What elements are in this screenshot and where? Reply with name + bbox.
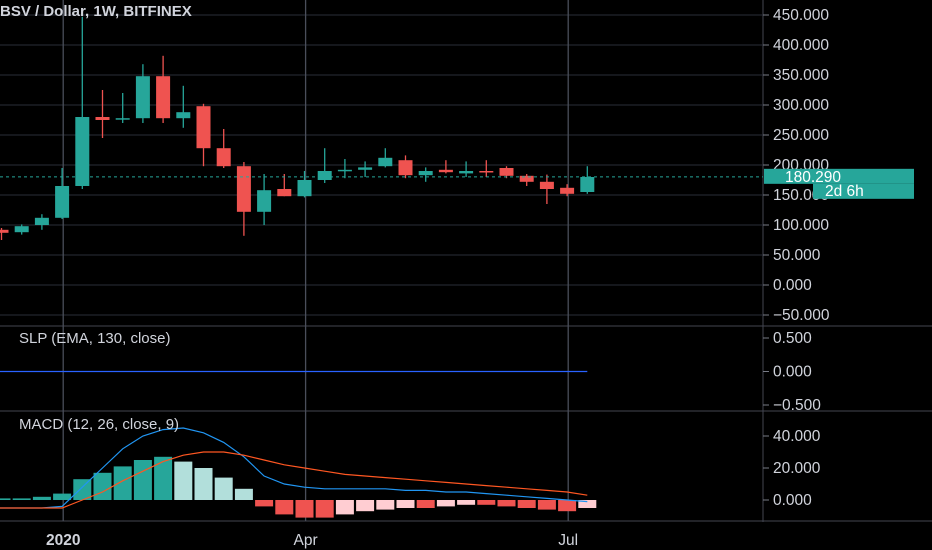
signal-line bbox=[0, 451, 588, 509]
candle-body bbox=[257, 190, 272, 212]
macd-histogram-bar bbox=[154, 456, 173, 500]
candle-body bbox=[438, 169, 453, 173]
time-tick-label: 2020 bbox=[46, 532, 80, 549]
candle-body bbox=[378, 157, 393, 167]
candle-body bbox=[135, 76, 150, 119]
macd-histogram-bar bbox=[0, 498, 11, 500]
macd-histogram-bar bbox=[335, 500, 354, 515]
macd-histogram-bar bbox=[497, 500, 516, 507]
candle-body bbox=[55, 186, 70, 218]
last-price-tag-bg bbox=[764, 168, 914, 184]
time-tick-label: Jul bbox=[558, 532, 578, 549]
price-candles bbox=[0, 16, 763, 240]
last-price-value: 180.290 bbox=[785, 169, 841, 186]
macd-histogram-bar bbox=[558, 500, 577, 512]
candle-body bbox=[580, 177, 595, 192]
chart-title: BSV / Dollar, 1W, BITFINEX bbox=[0, 3, 192, 20]
macd-histogram-bar bbox=[234, 488, 253, 500]
candle-body bbox=[459, 171, 474, 174]
candle-body bbox=[156, 76, 171, 119]
candle-body bbox=[0, 229, 9, 233]
candle-body bbox=[34, 217, 49, 225]
candle-body bbox=[236, 166, 251, 212]
macd-tick-label: 20.000 bbox=[773, 460, 821, 477]
macd-histogram-bar bbox=[436, 500, 455, 507]
macd-histogram-bar bbox=[396, 500, 415, 508]
macd-histogram-bar bbox=[416, 500, 435, 508]
macd-histogram-bar bbox=[295, 500, 314, 518]
macd-histogram-bar bbox=[315, 500, 334, 518]
candle-body bbox=[277, 189, 292, 197]
candle-body bbox=[479, 171, 494, 173]
macd-histogram-bar bbox=[376, 500, 395, 510]
candle-body bbox=[196, 106, 211, 149]
candle-body bbox=[317, 171, 332, 180]
macd-pane: 40.000 20.000 0.000 bbox=[0, 427, 821, 518]
price-axis: 450.000400.000350.000300.000250.000200.0… bbox=[763, 7, 830, 324]
macd-histogram-bar bbox=[73, 479, 92, 500]
macd-histogram-bar bbox=[53, 493, 72, 500]
slp-pane: 0.500 0.000 −0.500 bbox=[0, 330, 821, 414]
price-tick-label: 0.000 bbox=[773, 277, 812, 294]
macd-histogram-bar bbox=[214, 477, 233, 500]
candle-body bbox=[418, 171, 433, 176]
candle-body bbox=[176, 112, 191, 119]
price-tick-label: 100.000 bbox=[773, 217, 829, 234]
macd-line bbox=[0, 427, 588, 509]
candle-body bbox=[398, 160, 413, 176]
price-tick-label: 400.000 bbox=[773, 37, 829, 54]
grid-lines bbox=[0, 0, 932, 522]
macd-indicator-label[interactable]: MACD (12, 26, close, 9) bbox=[19, 416, 180, 433]
macd-histogram-bar bbox=[517, 500, 536, 508]
slp-tick-label: −0.500 bbox=[773, 397, 821, 414]
macd-histogram-bar bbox=[133, 460, 152, 500]
macd-histogram-bar bbox=[537, 500, 556, 510]
candle-body bbox=[560, 187, 575, 194]
price-tick-label: 450.000 bbox=[773, 7, 829, 24]
candle-body bbox=[75, 117, 90, 186]
candle-body bbox=[519, 175, 534, 182]
candle-body bbox=[358, 167, 373, 170]
candle-body bbox=[216, 148, 231, 167]
macd-histogram-bar bbox=[32, 496, 51, 500]
macd-histogram-bar bbox=[12, 498, 31, 500]
candle-body bbox=[95, 117, 110, 120]
time-axis: 2020 Apr Jul bbox=[46, 532, 578, 549]
macd-histogram-bar bbox=[255, 500, 274, 507]
macd-tick-label: 40.000 bbox=[773, 428, 821, 445]
time-tick-label: Apr bbox=[294, 532, 318, 549]
macd-histogram-bar bbox=[457, 500, 476, 505]
macd-histogram-bar bbox=[578, 500, 597, 508]
macd-histogram-bar bbox=[93, 472, 112, 500]
macd-histogram-bar bbox=[356, 500, 375, 512]
candle-body bbox=[539, 181, 554, 189]
macd-histogram-bar bbox=[174, 461, 193, 500]
candle-body bbox=[337, 169, 352, 172]
countdown-tag-bg bbox=[813, 183, 914, 199]
candle-body bbox=[297, 180, 312, 197]
candle-body bbox=[14, 226, 29, 233]
macd-tick-label: 0.000 bbox=[773, 492, 812, 509]
price-tick-label: 250.000 bbox=[773, 127, 829, 144]
price-tick-label: 300.000 bbox=[773, 97, 829, 114]
slp-tick-label: 0.500 bbox=[773, 330, 812, 347]
price-tick-label: 350.000 bbox=[773, 67, 829, 84]
macd-histogram-bar bbox=[113, 466, 132, 500]
candle-body bbox=[499, 168, 514, 176]
macd-histogram-bar bbox=[477, 500, 496, 505]
bar-countdown: 2d 6h bbox=[825, 183, 864, 200]
slp-indicator-label[interactable]: SLP (EMA, 130, close) bbox=[19, 330, 171, 347]
macd-histogram-bar bbox=[194, 468, 213, 500]
macd-histogram-bar bbox=[275, 500, 294, 515]
price-tick-label: −50.000 bbox=[773, 307, 830, 324]
price-tick-label: 50.000 bbox=[773, 247, 821, 264]
candle-body bbox=[115, 118, 130, 120]
slp-tick-label: 0.000 bbox=[773, 364, 812, 381]
